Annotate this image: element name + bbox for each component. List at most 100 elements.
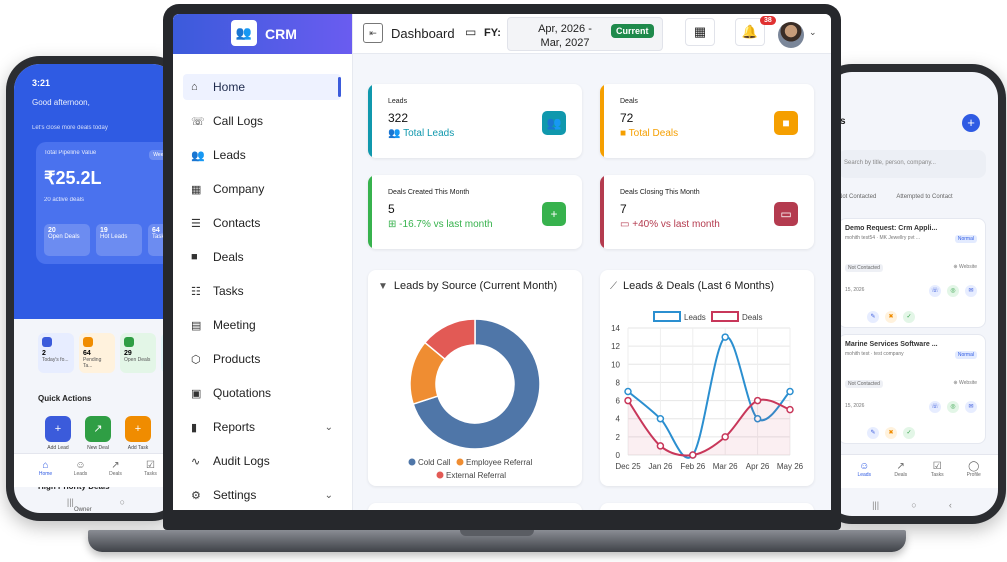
data-point[interactable] [689,451,697,459]
bottom-nav-item[interactable]: ↗ Deals [889,461,913,488]
sidebar-item-settings[interactable]: ⚙ Settings ⌄ [183,482,341,508]
nav-label: Deals [109,471,122,477]
briefcase-icon: ■ [774,111,798,135]
sidebar-item-quotations[interactable]: ▣ Quotations [183,380,341,406]
leads-deals-panel: ⟋ Leads & Deals (Last 6 Months) 0 2 4 6 8 10 12… [600,270,814,486]
add-lead-button[interactable]: + [962,114,980,132]
panel-title: ▼ Leads by Source (Current Month) [378,280,557,292]
quick-action-button[interactable]: + Add Task [124,416,152,451]
tab-attempted-contact[interactable]: Attempted to Contact [896,194,953,200]
phone-icon[interactable]: ☏ [929,401,941,413]
lead-search-input[interactable]: Search by title, person, company... [838,150,986,178]
bottom-nav-item[interactable]: ☑ Tasks [925,461,949,488]
quick-actions: + Add Lead ↗ New Deal + Add Task [44,416,152,451]
quick-action-button[interactable]: + Add Lead [44,416,72,451]
sidebar-item-call-logs[interactable]: ☏ Call Logs [183,108,341,134]
stat-label: Deals Closing This Month [620,189,700,196]
avatar[interactable] [778,22,804,48]
sidebar-item-meeting[interactable]: ▤ Meeting [183,312,341,338]
lead-meta: mohith test · test company [845,351,904,357]
stat-subtext-label: Total Deals [628,128,679,139]
data-point[interactable] [721,433,729,441]
left-phone-screen: 3:21 Good afternoon, Let's close more de… [14,64,178,513]
notifications-button[interactable]: 🔔 [735,18,765,46]
lead-card[interactable]: Demo Request: Crm Appli... mohith test54 … [838,218,986,328]
quick-action-button[interactable]: ↗ New Deal [84,416,112,451]
nav-icon: ☺ [859,461,870,472]
bottom-nav-item[interactable]: ↗ Deals [104,460,128,487]
back-icon[interactable]: ‹ [948,500,952,510]
home-circle-icon[interactable]: ○ [911,500,917,510]
pie-slice[interactable] [423,318,476,361]
stat-card[interactable]: Deals Created This Month 5 ⊞ -16.7% vs las… [368,175,582,249]
recents-icon[interactable]: ||| [872,500,880,510]
data-point[interactable] [786,405,794,414]
lead-card[interactable]: Marine Services Software ... mohith test … [838,334,986,444]
sidebar-item-leads[interactable]: 👥 Leads [183,142,341,168]
edit-icon[interactable]: ✎ [867,427,879,439]
data-point[interactable] [656,442,665,450]
sidebar-item-audit-logs[interactable]: ∿ Audit Logs [183,448,341,474]
data-point[interactable] [786,387,794,396]
data-point[interactable] [753,396,762,405]
pipeline-period-badge[interactable]: Week [149,150,170,160]
check-icon[interactable]: ✓ [903,311,915,323]
stat-card[interactable]: Deals 72 ■ Total Deals ■ [600,84,814,158]
sidebar-item-home[interactable]: ⌂ Home [183,74,341,100]
stat-subtext: ⊞ -16.7% vs last month [388,219,582,230]
edit-icon[interactable]: ✎ [867,311,879,323]
sidebar-item-label: Call Logs [213,114,264,128]
bottom-nav-item[interactable]: ☺ Leads [852,461,876,488]
data-point[interactable] [624,396,632,405]
y-tick-label: 2 [616,433,621,442]
pipeline-card[interactable]: Total Pipeline Value Week ₹25.2L 20 acti… [36,142,176,264]
chevron-down-icon: ⌄ [324,421,333,433]
phone-stat-card[interactable]: 29 Open Deals [120,333,156,373]
data-point[interactable] [721,333,729,341]
tab-not-contacted[interactable]: Not Contacted [838,194,877,200]
recents-icon[interactable]: ||| [66,497,74,507]
trash-icon[interactable]: ✖ [885,427,897,439]
data-point[interactable] [656,414,665,423]
calendar-plus-icon: + [542,202,566,226]
y-tick-label: 12 [611,342,620,351]
mail-icon[interactable]: ✉ [965,401,977,413]
sidebar-item-contacts[interactable]: ☰ Contacts [183,210,341,236]
stat-value: 72 [620,111,634,125]
bottom-nav-item[interactable]: ☑ Tasks [139,460,163,487]
globe-icon: ⊕ [953,380,960,386]
sidebar-item-company[interactable]: ▦ Company [183,176,341,202]
whatsapp-icon[interactable]: ◎ [947,401,959,413]
phone-stat-card[interactable]: 64 Pending Ta... [79,333,115,373]
phone-icon[interactable]: ☏ [929,285,941,297]
mail-icon[interactable]: ✉ [965,285,977,297]
collapse-sidebar-button[interactable]: ⇤ [363,23,383,43]
sidebar-item-products[interactable]: ⬡ Products [183,346,341,372]
lead-source: ⊕ Website [953,380,977,386]
pie-slice[interactable] [412,318,541,450]
bottom-nav-item[interactable]: ☺ Leads [69,460,93,487]
chevron-down-icon[interactable]: ⌄ [809,27,817,37]
legend-label[interactable]: Deals [742,313,762,322]
sidebar-item-tasks[interactable]: ☷ Tasks [183,278,341,304]
bottom-panel [368,503,582,510]
data-point[interactable] [753,414,762,423]
phone-stat-card[interactable]: 2 Today's fo... [38,333,74,373]
trash-icon[interactable]: ✖ [885,311,897,323]
brand-header[interactable]: 👥 CRM [173,14,352,54]
legend-label[interactable]: Leads [684,313,706,322]
calendar-icon: ▭ [620,219,633,230]
stat-card[interactable]: Leads 322 👥 Total Leads 👥 [368,84,582,158]
bottom-nav-item[interactable]: ◯ Profile [962,461,986,488]
sidebar-item-reports[interactable]: ▮ Reports ⌄ [183,414,341,440]
list-icon: ☷ [191,285,201,298]
check-icon[interactable]: ✓ [903,427,915,439]
calendar-button[interactable]: ▦ [685,18,715,46]
data-point[interactable] [624,387,632,396]
home-circle-icon[interactable]: ○ [119,497,126,507]
stat-card[interactable]: Deals Closing This Month 7 ▭ +40% vs last … [600,175,814,249]
bottom-nav-item[interactable]: ⌂ Home [34,460,58,487]
whatsapp-icon[interactable]: ◎ [947,285,959,297]
sidebar-item-deals[interactable]: ■ Deals [183,244,341,270]
